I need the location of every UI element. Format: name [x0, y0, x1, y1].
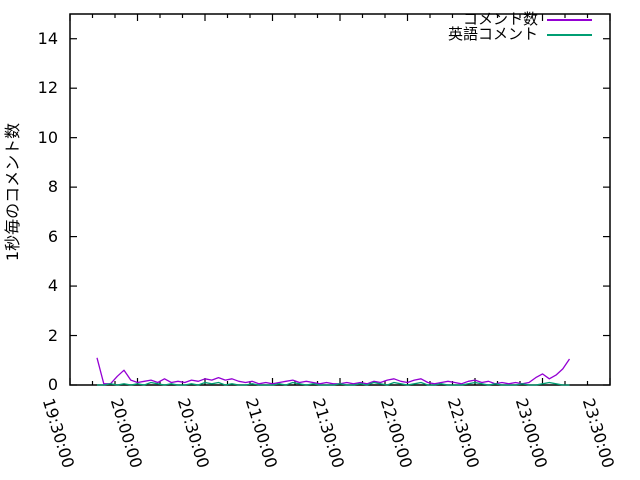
legend-item-comments: コメント数 — [448, 12, 592, 27]
legend-item-english: 英語コメント — [448, 27, 592, 42]
y-tick-label: 4 — [47, 276, 58, 296]
legend-label-comments: コメント数 — [462, 10, 538, 28]
y-tick-label: 10 — [37, 127, 58, 147]
y-tick-label: 12 — [37, 78, 58, 98]
legend-line-sample-english — [547, 33, 592, 36]
y-tick-label: 8 — [47, 177, 58, 197]
legend-label-english: 英語コメント — [447, 25, 538, 43]
legend-line-sample-comments — [547, 18, 592, 21]
y-tick-label: 2 — [47, 325, 58, 345]
legend: コメント数 英語コメント — [448, 12, 592, 42]
y-tick-label: 14 — [37, 28, 58, 48]
y-tick-label: 0 — [47, 375, 58, 394]
y-tick-label: 6 — [47, 226, 58, 246]
